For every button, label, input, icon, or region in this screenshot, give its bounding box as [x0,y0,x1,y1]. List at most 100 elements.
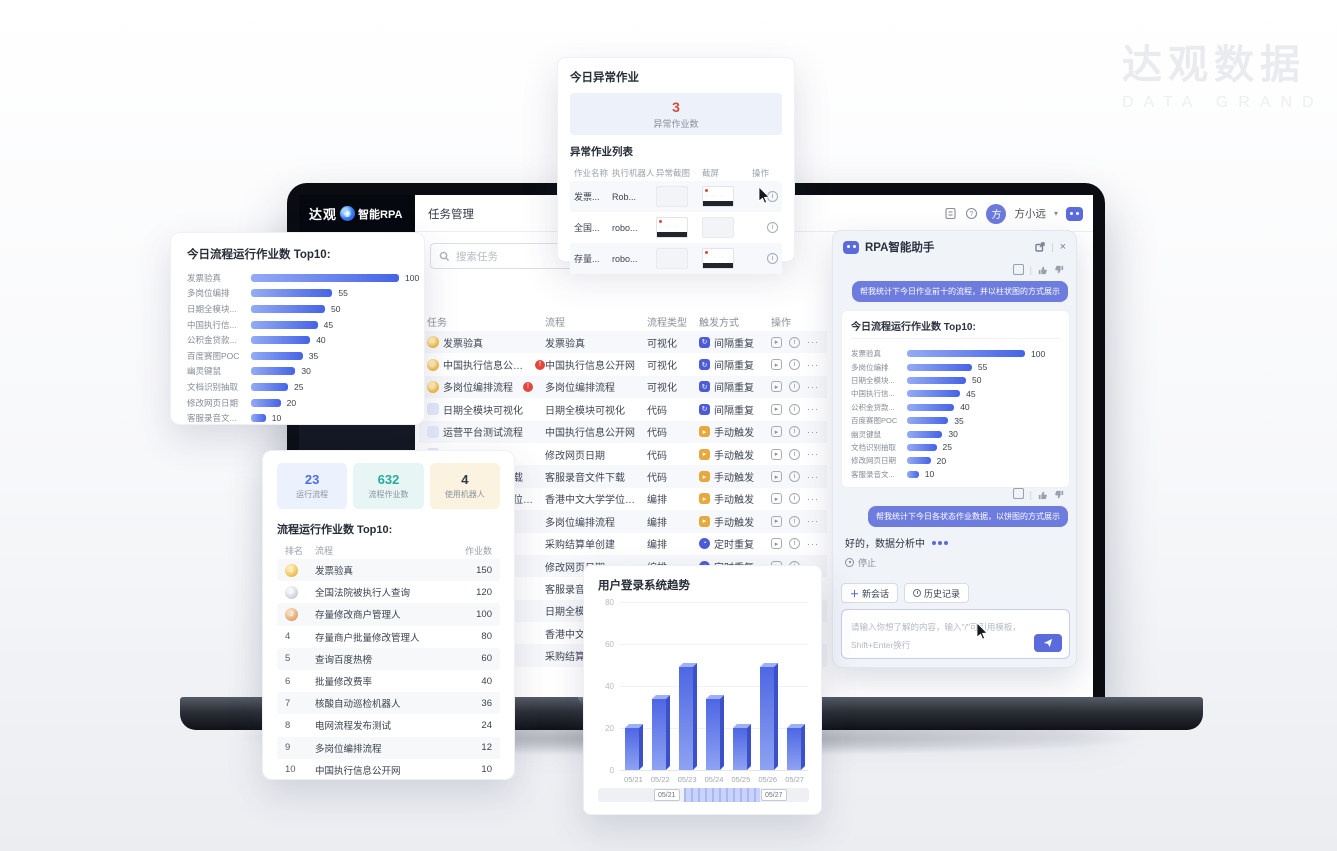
table-row[interactable]: 日期全模块可视化 日期全模块可视化 代码 间隔重复 ▸ i [419,398,827,420]
more-icon[interactable]: ··· [807,359,819,370]
run-icon[interactable]: ▸ [771,359,782,371]
more-icon[interactable]: ··· [807,516,819,527]
table-row[interactable]: 多岗位编排流程 ! 多岗位编排流程 可视化 间隔重复 ▸ i [419,375,827,399]
run-icon[interactable]: ▸ [771,493,782,505]
info-icon[interactable]: i [767,222,778,233]
more-icon[interactable]: ··· [807,471,819,482]
open-external-icon[interactable] [1035,242,1045,252]
info-icon[interactable]: i [789,381,800,393]
table-row[interactable]: 9 多岗位编排流程 12 [277,736,500,759]
info-icon[interactable]: i [767,253,778,264]
run-icon[interactable]: ▸ [771,403,782,415]
table-row[interactable]: 发票... Rob... i [570,181,782,212]
table-row[interactable]: 发票验真 发票验真 可视化 间隔重复 ▸ i [419,331,827,354]
more-icon[interactable]: ··· [807,404,819,415]
run-icon[interactable]: ▸ [771,471,782,483]
process-type: 代码 [647,405,667,417]
task-table-header: 任务 流程 流程类型 触发方式 操作 [419,311,827,331]
bar-slot: 05/21 [620,602,647,784]
run-icon[interactable]: ▸ [771,515,782,527]
info-icon[interactable]: i [789,426,800,438]
table-row[interactable]: 运营平台测试流程 中国执行信息公开网 代码 手动触发 ▸ i [419,420,827,443]
bar-value: 25 [294,381,304,392]
bar [251,336,311,345]
datazoom-slider[interactable]: 05/21 05/27 [598,788,809,802]
robot-name: Rob... [612,191,637,202]
table-row[interactable]: 5 查询百度热榜 60 [277,647,500,670]
more-icon[interactable]: ··· [807,493,819,504]
help-icon[interactable]: ? [965,207,978,220]
datazoom-handle-end[interactable]: 05/27 [761,789,787,801]
nav-menu-task-management[interactable]: 任务管理 [428,209,474,221]
screenshot-thumbnail[interactable] [656,186,688,207]
table-row[interactable]: 8 电网流程发布测试 24 [277,714,500,736]
info-icon[interactable]: i [789,493,800,505]
process-type-icon [427,358,439,371]
thumb-down-icon[interactable] [1054,490,1064,500]
more-icon[interactable]: ··· [807,426,819,437]
info-icon[interactable]: i [789,515,800,527]
bar-3d [786,728,801,770]
process-type-icon [427,425,439,438]
thumb-up-icon[interactable] [1038,490,1048,500]
screenshot-thumbnail[interactable] [656,248,688,269]
info-icon[interactable]: i [789,448,800,460]
table-row[interactable]: 1 发票验真 150 [277,559,500,582]
more-icon[interactable]: ··· [807,449,819,460]
table-row[interactable]: 客服录音文件下载 客服录音文件下载 代码 手动触发 ▸ i [419,465,827,488]
user-name[interactable]: 方小远 [1014,208,1046,220]
datazoom-selected-range[interactable] [684,788,760,802]
datazoom-handle-start[interactable]: 05/21 [654,789,680,801]
chevron-down-icon[interactable]: ▾ [1053,209,1058,218]
run-icon[interactable]: ▸ [771,426,782,438]
table-row[interactable]: 中国执行信息公开网 ! 中国执行信息公开网 可视化 间隔重复 ▸ [419,353,827,375]
table-row[interactable]: 6 批量修改费率 40 [277,670,500,692]
screenshot-thumbnail[interactable] [656,217,688,238]
history-button[interactable]: 历史记录 [904,583,970,603]
run-icon[interactable]: ▸ [771,538,782,550]
more-icon[interactable]: ··· [807,381,819,392]
table-row[interactable]: 多岗位编排流程 编排 手动触发 ▸ i ··· [419,510,827,533]
run-icon[interactable]: ▸ [771,336,782,348]
trigger-label: 间隔重复 [714,405,754,417]
table-row[interactable]: 10 中国执行信息公开网 10 [277,759,500,781]
send-button[interactable] [1034,634,1062,652]
process-type: 代码 [647,450,667,462]
task-name: 发票验真 [443,338,483,350]
trigger-label: 手动触发 [714,428,754,440]
copy-icon[interactable] [1012,263,1024,275]
info-icon[interactable]: i [789,538,800,550]
document-icon[interactable] [944,207,957,220]
screenshot-thumbnail[interactable] [702,217,734,238]
table-row[interactable]: 全国... robo... i [570,212,782,243]
close-icon[interactable]: × [1059,241,1066,253]
table-row[interactable]: 3 存量修改商户管理人 100 [277,603,500,626]
screenshot-thumbnail[interactable] [702,248,734,269]
process-name: 多岗位编排流程 [545,517,615,529]
more-icon[interactable]: ··· [807,538,819,549]
table-row[interactable]: 存量... robo... i [570,243,782,274]
table-row[interactable]: 2 全国法院被执行人查询 120 [277,581,500,603]
stop-button[interactable]: 停止 [833,550,1076,575]
run-icon[interactable]: ▸ [771,381,782,393]
thumb-up-icon[interactable] [1038,265,1048,275]
table-row[interactable]: 7 核酸自动巡检机器人 36 [277,692,500,715]
run-icon[interactable]: ▸ [771,448,782,460]
table-row[interactable]: 4 存量商户批量修改管理人 80 [277,626,500,648]
info-icon[interactable]: i [789,359,800,371]
bar-value: 50 [972,375,982,386]
new-chat-button[interactable]: ＋ 新会话 [841,583,899,603]
copy-icon[interactable] [1012,488,1024,500]
chat-input[interactable]: 请输入你想了解的内容，输入"/"可引用模板，Shift+Enter换行 [841,609,1070,659]
info-icon[interactable]: i [789,471,800,483]
info-icon[interactable]: i [789,403,800,415]
stat-label: 运行流程 [296,490,329,499]
screenshot-thumbnail[interactable] [702,186,734,207]
process-type: 编排 [647,517,667,529]
more-icon[interactable]: ··· [807,337,819,348]
user-avatar[interactable]: 方 [986,203,1007,224]
assistant-launcher-icon[interactable] [1066,206,1083,221]
thumb-down-icon[interactable] [1054,265,1064,275]
info-icon[interactable]: i [789,336,800,348]
bar-row: 中国执行信... 45 [187,317,408,333]
